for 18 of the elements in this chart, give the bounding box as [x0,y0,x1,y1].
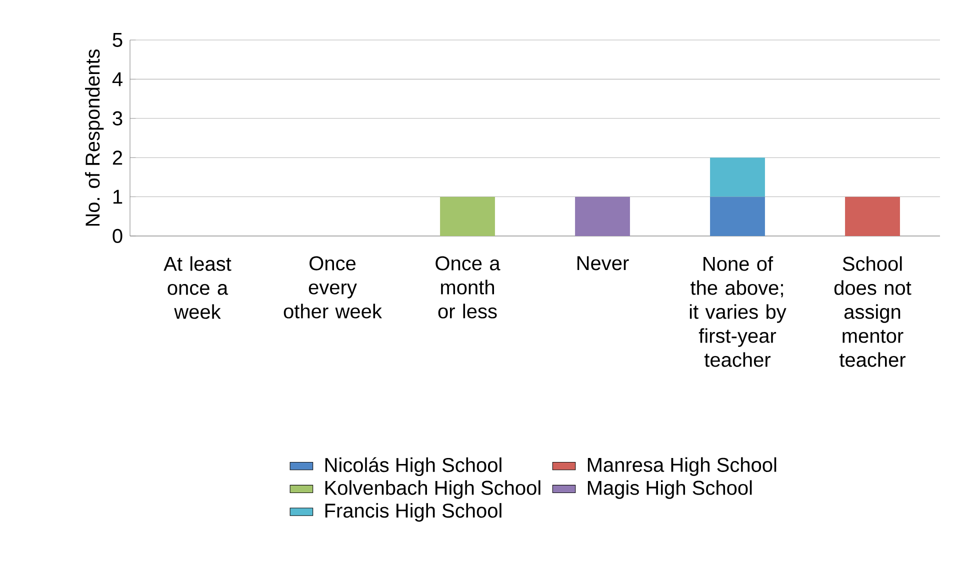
x-tick-label: School does not assign mentor teacher [834,256,912,367]
legend-label: Francis High School [325,503,502,522]
y-tick-label: 4 [112,72,122,86]
y-tick-label: 3 [112,111,122,126]
legend-label: Nicolás High School [325,457,502,476]
x-tick-label: Never [577,256,629,270]
y-axis-title: No. of Respondents [85,49,104,226]
x-tick-label: None of the above; it varies by first-year teacher [690,256,786,367]
y-tick-label: 0 [112,228,122,244]
y-tick-label: 1 [113,190,122,204]
x-tick-label: At least once a week [164,256,232,319]
legend-label: Manresa High School [588,457,776,476]
legend-label: Kolvenbach High School [325,480,540,499]
legend-label: Magis High School [588,480,752,499]
x-tick-label: Once every other week [284,256,382,318]
y-tick-label: 5 [112,33,122,47]
x-tick-label: Once a month or less [436,256,500,318]
y-tick-label: 2 [112,150,122,165]
